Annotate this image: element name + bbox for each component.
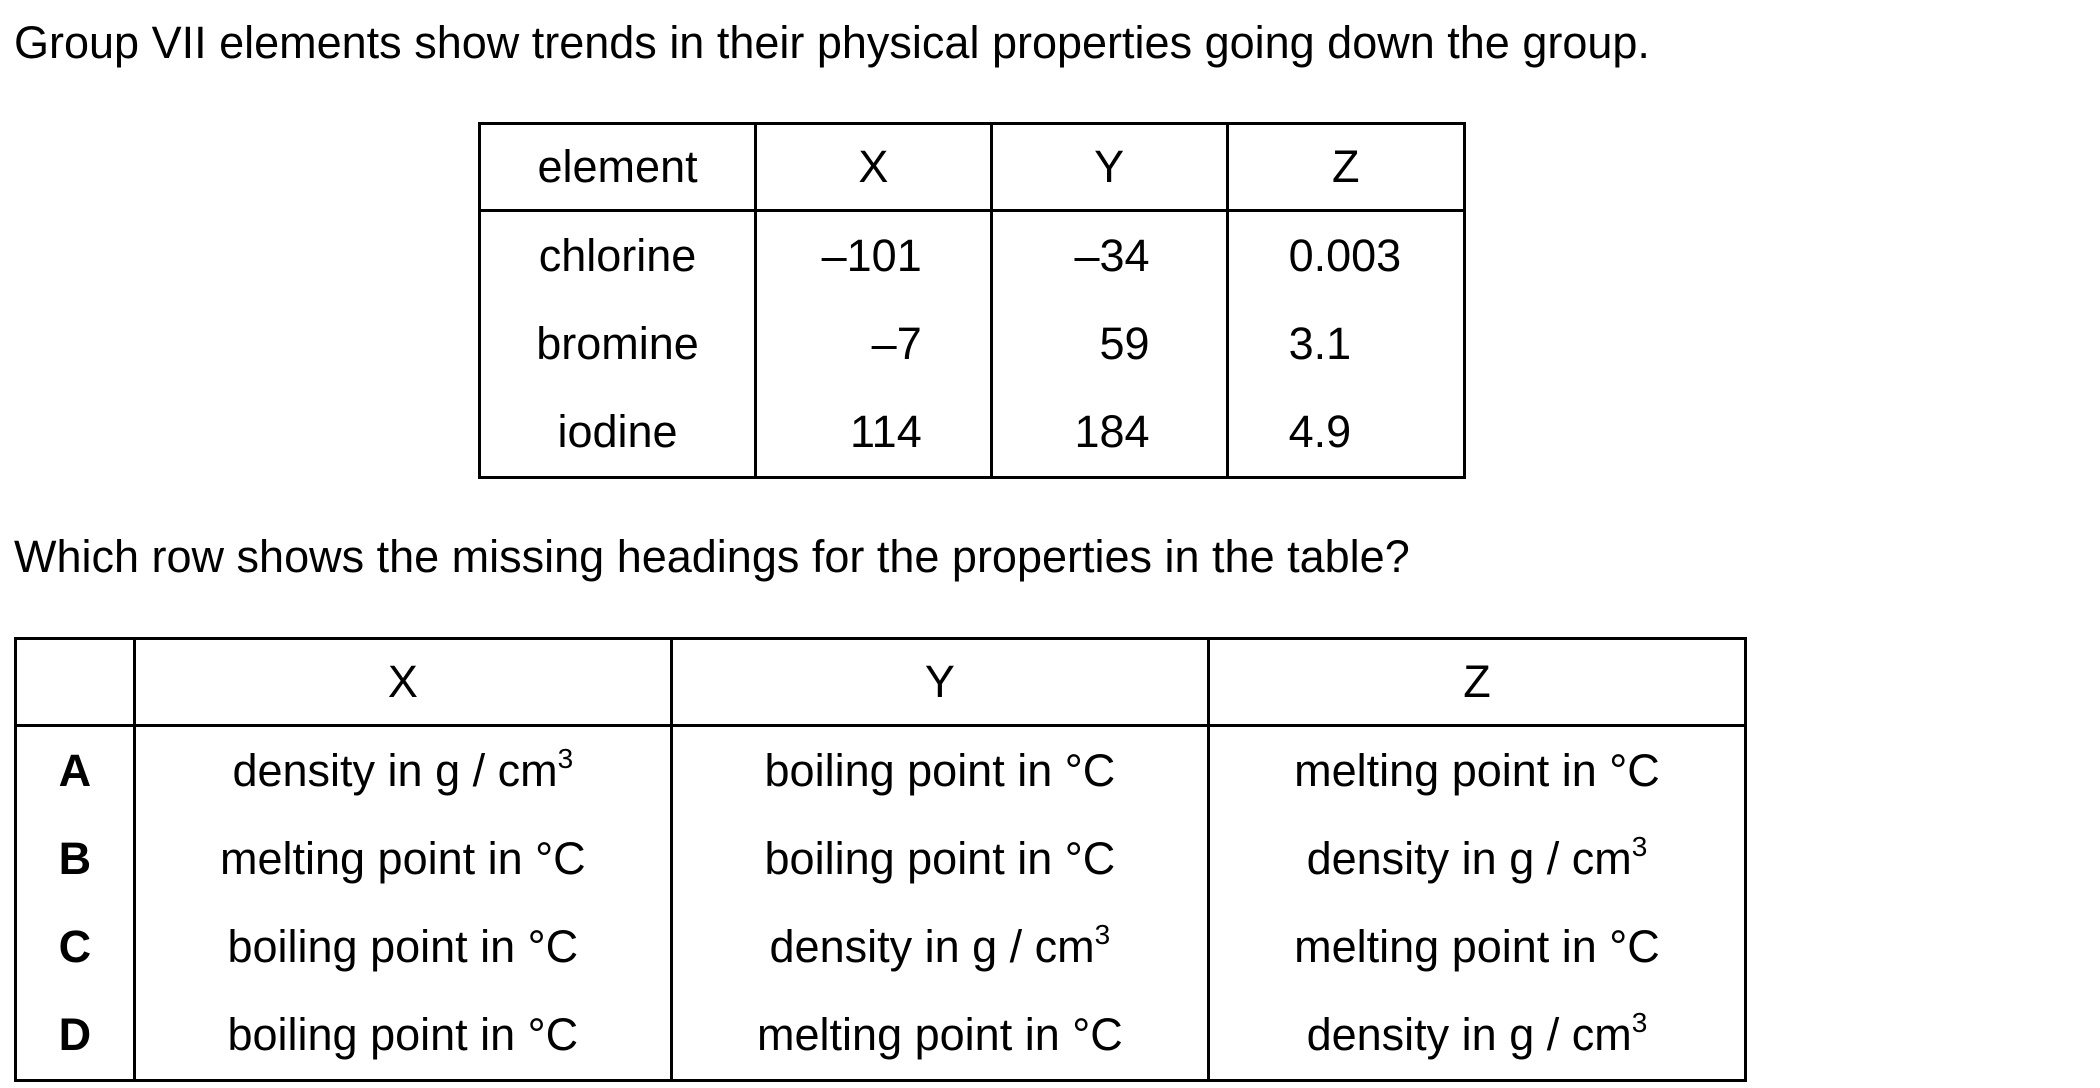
header-z: Z — [1225, 123, 1465, 212]
header-y: Y — [989, 123, 1228, 212]
table-row: bromine –7 59 3.1 — [480, 300, 1465, 388]
option-x: boiling point in °C — [132, 903, 672, 991]
header-x: X — [754, 123, 992, 212]
option-x: melting point in °C — [132, 815, 672, 903]
header-y: Y — [669, 638, 1209, 727]
option-key: A — [58, 745, 92, 796]
element-name: bromine — [536, 318, 699, 369]
answer-header-row: X Y Z — [15, 638, 1746, 727]
option-x: density in g / cm3 — [132, 725, 672, 815]
value-x: 114 — [754, 388, 992, 478]
option-key: B — [58, 833, 92, 884]
option-y: density in g / cm3 — [669, 903, 1209, 991]
header-x: X — [132, 638, 672, 727]
header-z: Z — [1206, 638, 1746, 727]
option-z: density in g / cm3 — [1206, 991, 1746, 1081]
option-y: boiling point in °C — [669, 725, 1209, 815]
value-y: –34 — [989, 210, 1228, 300]
question-text: Which row shows the missing headings for… — [14, 531, 1410, 582]
superscript-3: 3 — [1094, 919, 1111, 950]
element-name: iodine — [557, 406, 678, 457]
table-row: chlorine –101 –34 0.003 — [480, 210, 1465, 300]
intro-text: Group VII elements show trends in their … — [14, 17, 1650, 68]
option-x: boiling point in °C — [132, 991, 672, 1081]
header-element: element — [479, 123, 756, 212]
value-x: –101 — [754, 210, 992, 300]
value-z: 4.9 — [1225, 388, 1465, 478]
header-key — [15, 638, 135, 727]
option-z: melting point in °C — [1206, 725, 1746, 815]
option-key: C — [58, 921, 92, 972]
superscript-3: 3 — [1631, 1007, 1648, 1038]
option-z: density in g / cm3 — [1206, 815, 1746, 903]
option-z: melting point in °C — [1206, 903, 1746, 991]
option-y: boiling point in °C — [669, 815, 1209, 903]
properties-table: element X Y Z chlorine –101 –34 0.003 br… — [478, 122, 1466, 479]
table-header-row: element X Y Z — [479, 123, 1465, 212]
table-row: iodine 114 184 4.9 — [480, 388, 1465, 478]
value-y: 184 — [989, 388, 1228, 478]
superscript-3: 3 — [1631, 831, 1648, 862]
option-key: D — [58, 1009, 92, 1060]
value-z: 0.003 — [1225, 210, 1465, 300]
option-y: melting point in °C — [669, 991, 1209, 1081]
value-z: 3.1 — [1225, 300, 1465, 388]
element-name: chlorine — [538, 230, 697, 281]
value-y: 59 — [989, 300, 1228, 388]
superscript-3: 3 — [557, 743, 574, 774]
value-x: –7 — [754, 300, 992, 388]
